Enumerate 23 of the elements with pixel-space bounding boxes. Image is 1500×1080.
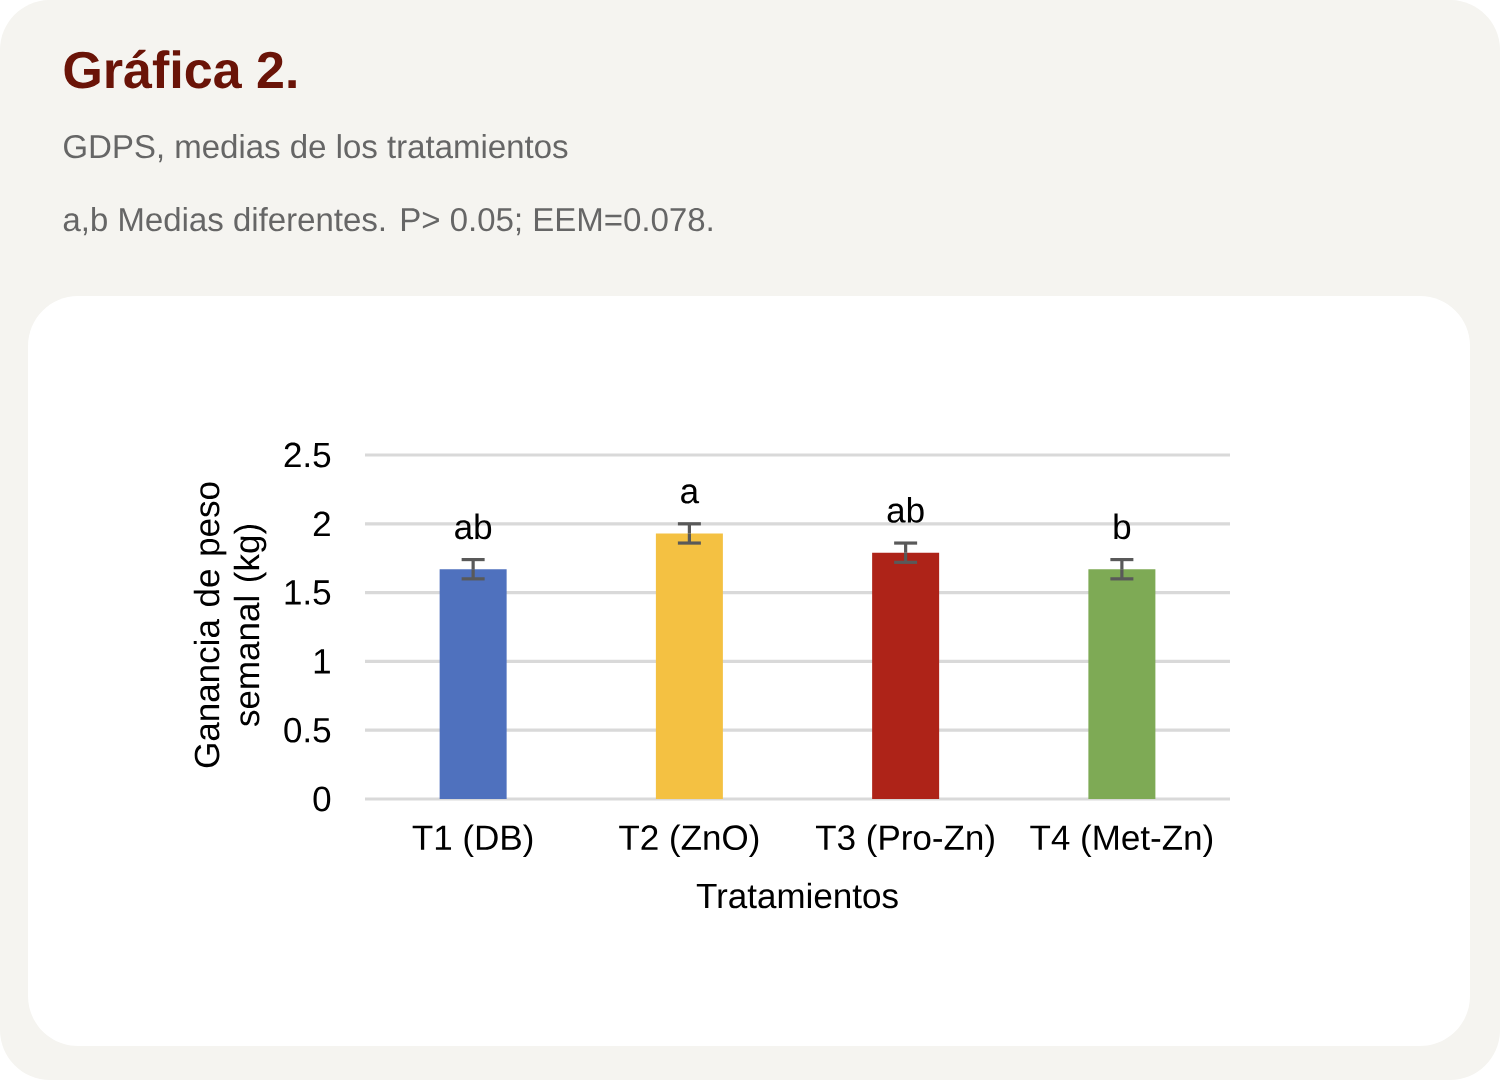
- annotation: ab: [455, 513, 492, 540]
- chart-subtitle: GDPS, medias de los tratamientos: [64, 134, 568, 163]
- bar: [439, 569, 507, 799]
- x-tick-label: T4 (Met-Zn): [1030, 824, 1213, 858]
- annotation: a: [681, 484, 700, 504]
- y-axis-title: Ganancia de peso semanal (kg): [193, 482, 267, 768]
- annotation: b: [1114, 513, 1131, 540]
- x-axis-title: Tratamientos: [696, 882, 898, 909]
- bar: [872, 552, 940, 799]
- x-tick-label: T3 (Pro-Zn): [815, 824, 994, 858]
- annotation: ab: [887, 497, 924, 523]
- y-tick-label: 2.5: [284, 442, 331, 468]
- bar: [1088, 569, 1156, 799]
- y-tick-label: 1.5: [285, 580, 331, 605]
- y-tick-label: 0.5: [284, 717, 331, 743]
- y-tick-label: 0: [313, 786, 331, 812]
- y-tick-label: 1: [314, 649, 330, 674]
- y-tick-label: 2: [313, 511, 330, 537]
- x-tick-label: T2 (ZnO): [619, 824, 759, 858]
- chart-title: Gráfica 2.: [64, 49, 296, 89]
- bar: [655, 533, 723, 799]
- x-tick-label: T1 (DB): [412, 824, 533, 858]
- text: a,b Medias diferentes. P> 0.05; EEM=0.078.: [63, 207, 712, 236]
